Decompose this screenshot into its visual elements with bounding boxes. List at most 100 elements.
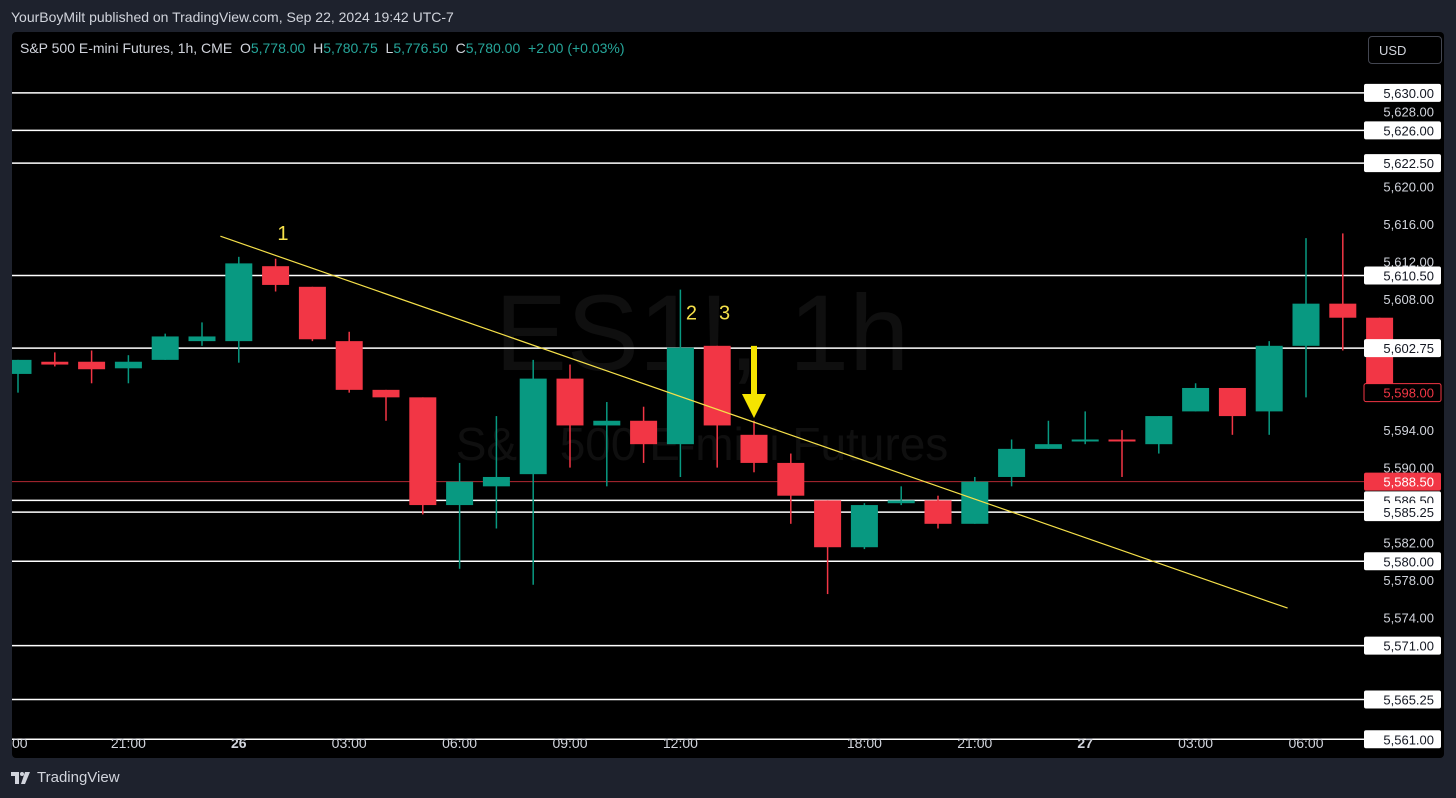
candle-up [887, 500, 915, 504]
level-price-box [1364, 339, 1441, 358]
y-tick-label: 5,574.00 [1383, 610, 1434, 625]
candle-down [703, 345, 731, 426]
x-tick-label: 21:00 [957, 735, 992, 751]
publisher-bar: YourBoyMilt published on TradingView.com… [0, 0, 1456, 32]
candle-down [556, 378, 584, 426]
y-tick-label: 5,582.00 [1383, 536, 1434, 551]
candle-down [1108, 439, 1136, 442]
candle-down [262, 266, 290, 285]
candle-down [814, 500, 842, 548]
candle-up [519, 378, 547, 475]
y-tick-label: 5,608.00 [1383, 292, 1434, 307]
level-price-label: 5,565.25 [1383, 692, 1434, 707]
last-price-box [1363, 383, 1442, 403]
level-price-label: 5,626.00 [1383, 123, 1434, 138]
legend-close-label: C [455, 40, 466, 56]
x-tick-label: 09:00 [552, 735, 587, 751]
chart-pane[interactable]: ES1!, 1h S&P 500 E-mini Futures 1 2 3 5,628.0… [12, 32, 1444, 758]
candle-up [593, 420, 621, 426]
x-tick-label: 26 [231, 735, 247, 751]
tradingview-brand-text: TradingView [37, 769, 120, 786]
level-price-label: 5,630.00 [1383, 86, 1434, 101]
footer-bar: TradingView [0, 760, 1456, 798]
annotation-label: 1 [277, 223, 288, 245]
candle-down [409, 397, 437, 506]
legend-high-value: 5,780.75 [323, 40, 378, 56]
y-tick-label: 5,620.00 [1383, 180, 1434, 195]
level-price-box [1364, 121, 1441, 140]
trendline [220, 235, 1288, 609]
candle-up [850, 505, 878, 548]
candle-down [1218, 387, 1246, 417]
x-tick-label: 03:00 [1178, 735, 1213, 751]
y-tick-label: 5,616.00 [1383, 217, 1434, 232]
x-tick-label: 00 [12, 735, 28, 751]
level-price-box [1364, 552, 1441, 571]
candle-up [1182, 387, 1210, 412]
y-tick-label: 5,594.00 [1383, 423, 1434, 438]
level-price-box [1364, 154, 1441, 173]
candle-down [335, 341, 363, 390]
y-tick-label: 5,628.00 [1383, 105, 1434, 120]
level-price-box [1364, 503, 1441, 522]
candle-up [114, 361, 142, 369]
y-tick-label: 5,612.00 [1383, 255, 1434, 270]
legend-open-value: 5,778.00 [250, 40, 306, 56]
level-price-box [1364, 730, 1441, 749]
down-arrow-icon [742, 345, 766, 418]
x-tick-label: 27 [1077, 735, 1093, 751]
tradingview-logo-icon [11, 771, 30, 784]
candle-down [924, 500, 952, 524]
level-price-box [1364, 266, 1441, 285]
currency-button[interactable]: USD [1368, 36, 1442, 64]
y-tick-label: 5,578.00 [1383, 573, 1434, 588]
candle-up [1034, 444, 1062, 449]
legend-symbol[interactable]: S&P 500 E-mini Futures, 1h, CME [20, 40, 233, 56]
candle-up [998, 448, 1026, 477]
legend-close-value: 5,780.00 [465, 40, 521, 56]
ohlc-legend: S&P 500 E-mini Futures, 1h, CME O5,778.0… [20, 40, 625, 56]
x-tick-label: 06:00 [1288, 735, 1323, 751]
level-price-label: 5,585.25 [1383, 505, 1434, 520]
candle-up [225, 263, 253, 342]
candle-up [151, 336, 179, 360]
level-price-box [1364, 690, 1441, 709]
level-price-label: 5,580.00 [1383, 554, 1434, 569]
candle-up [1292, 303, 1320, 346]
last-price-label: 5,598.00 [1383, 386, 1434, 401]
level-price-box [1364, 636, 1441, 655]
candle-up [482, 476, 510, 487]
x-tick-label: 18:00 [847, 735, 882, 751]
candle-down [777, 462, 805, 496]
tradingview-brand[interactable]: TradingView [11, 769, 120, 786]
x-tick-label: 12:00 [663, 735, 698, 751]
candle-down [372, 389, 400, 398]
level-price-label: 5,610.50 [1383, 269, 1434, 284]
candle-up [1255, 345, 1283, 412]
level-price-label: 5,622.50 [1383, 156, 1434, 171]
legend-low-label: L [385, 40, 394, 56]
candle-down [41, 361, 69, 365]
level-price-label: 5,561.00 [1383, 732, 1434, 747]
candle-down [298, 286, 326, 340]
watermark-symbol: ES1!, 1h [495, 272, 909, 393]
candle-down [630, 420, 658, 445]
candle-up [1145, 416, 1173, 445]
annotation-label: 2 [686, 303, 697, 325]
red-price-box [1364, 472, 1441, 491]
y-tick-label: 5,590.00 [1383, 461, 1434, 476]
level-price-label: 5,571.00 [1383, 639, 1434, 654]
level-price-label: 5,602.75 [1383, 341, 1434, 356]
legend-high-label: H [313, 40, 324, 56]
x-tick-label: 06:00 [442, 735, 477, 751]
level-price-box [1364, 83, 1441, 102]
candle-down [740, 434, 768, 463]
candle-up [188, 336, 216, 342]
red-price-label: 5,588.50 [1383, 475, 1434, 490]
candle-up [12, 359, 32, 374]
candle-up [1071, 439, 1099, 442]
legend-open-label: O [239, 40, 251, 56]
candle-down [1329, 303, 1357, 318]
x-tick-label: 03:00 [332, 735, 367, 751]
